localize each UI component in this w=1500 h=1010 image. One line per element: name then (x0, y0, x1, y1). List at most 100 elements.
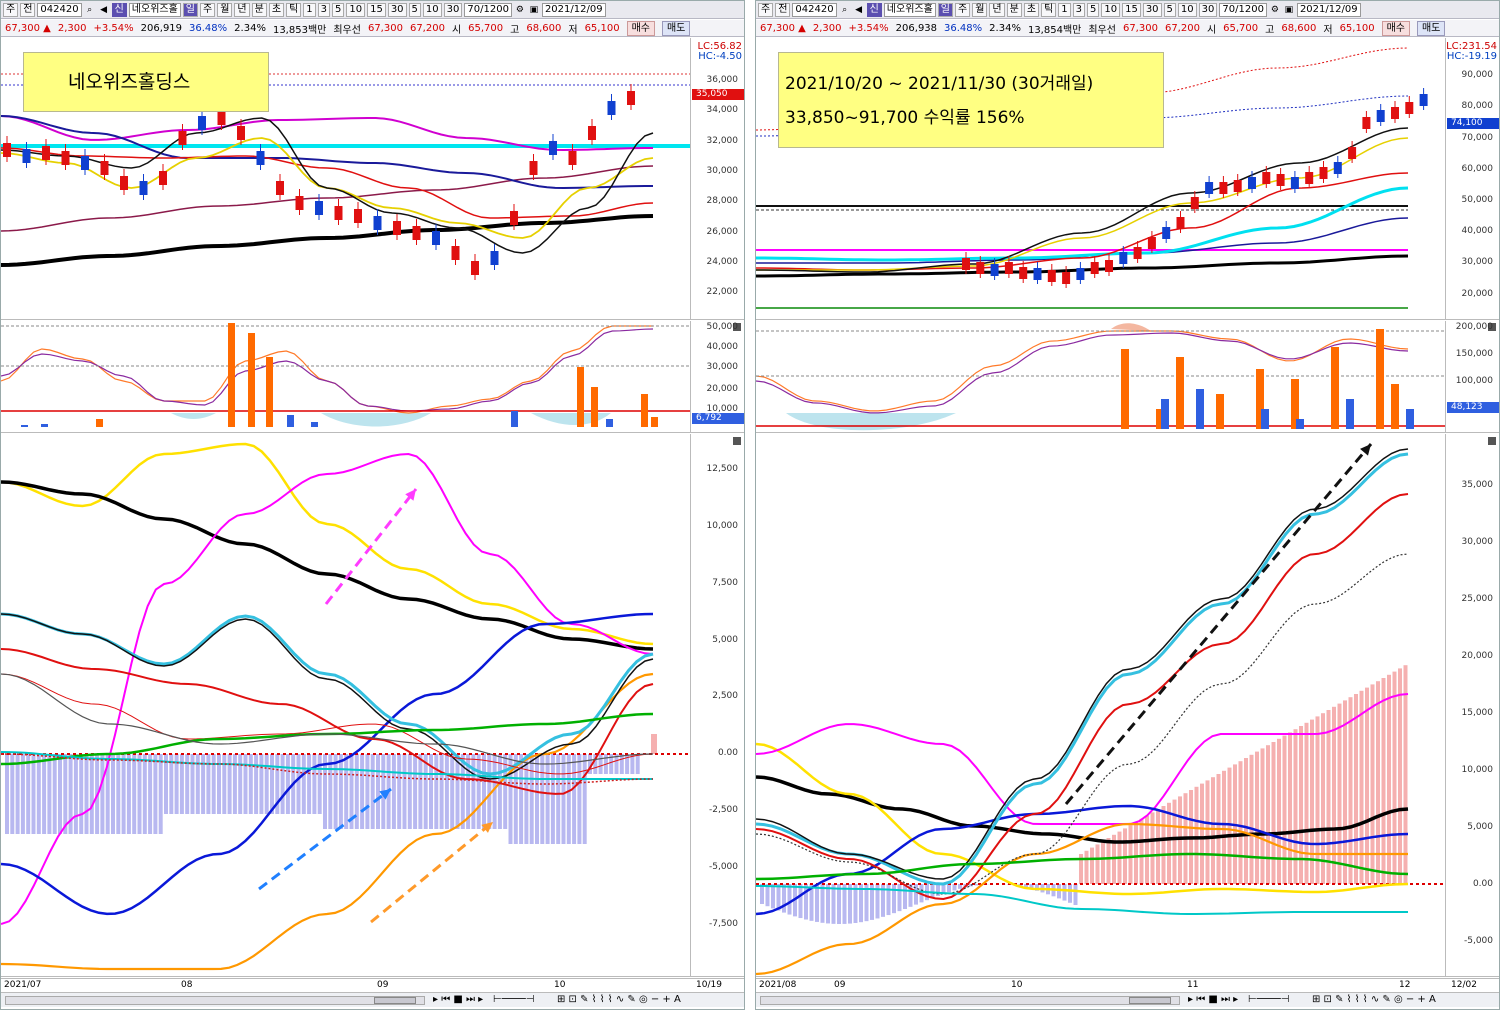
candle-body (1190, 197, 1199, 209)
candle-body (1147, 237, 1156, 249)
chart-type-select[interactable]: 주 (3, 2, 19, 17)
count-input[interactable]: 70/1200 (464, 2, 512, 17)
return-period-text: 2021/10/20 ~ 2021/11/30 (30거래일) (785, 74, 1094, 94)
period-week-button[interactable]: 주 (955, 2, 971, 17)
date-input[interactable]: 2021/12/09 (541, 2, 606, 17)
histogram-bar-positive (1145, 815, 1149, 884)
volume-bar (1261, 409, 1269, 429)
stock-name[interactable]: 네오위즈홀 (883, 2, 936, 17)
interval-button[interactable]: 5 (331, 2, 345, 17)
candle-body (1076, 268, 1085, 280)
save-icon[interactable]: ▣ (1284, 4, 1294, 15)
date-input[interactable]: 2021/12/09 (1296, 2, 1361, 17)
count-input[interactable]: 70/1200 (1219, 2, 1267, 17)
interval-button[interactable]: 1 (1058, 2, 1071, 17)
volume-bar (266, 357, 273, 427)
interval-button[interactable]: 5 (1163, 2, 1176, 17)
interval-button[interactable]: 30 (1198, 2, 1218, 17)
tools-icon[interactable]: ⊞ ⊡ ✎ ⌇ ⌇ ⌇ ∿ ✎ ◎ − + A (557, 994, 681, 1005)
histogram-bar-positive (1365, 687, 1369, 884)
interval-button[interactable]: 30 (1142, 2, 1162, 17)
candle-body (1019, 267, 1028, 279)
histogram-bar (312, 754, 317, 814)
sell-button[interactable]: 매도 (1416, 20, 1446, 36)
period-year-button[interactable]: 년 (989, 2, 1005, 17)
settings-icon[interactable]: ⚙ (515, 4, 524, 15)
volume-bar (1156, 409, 1164, 429)
chart-type-select[interactable]: 주 (758, 2, 774, 17)
pane-menu-icon[interactable] (733, 437, 741, 445)
prev-button[interactable]: 전 (775, 2, 791, 17)
histogram-bar (625, 754, 630, 774)
histogram-bar-positive (1095, 844, 1100, 884)
pane-menu-icon[interactable] (1488, 437, 1496, 445)
tools-icon[interactable]: ⊞ ⊡ ✎ ⌇ ⌇ ⌇ ∿ ✎ ◎ − + A (1312, 994, 1436, 1005)
period-day-button[interactable]: 일 (937, 2, 953, 17)
period-week-button[interactable]: 주 (200, 2, 216, 17)
period-tick-button[interactable]: 틱 (1041, 2, 1057, 17)
scrollbar-thumb[interactable] (374, 997, 416, 1004)
histogram-bar (630, 754, 635, 774)
code-input[interactable]: 042420 (792, 2, 837, 17)
period-second-button[interactable]: 초 (1023, 2, 1040, 17)
save-icon[interactable]: ▣ (529, 4, 539, 15)
search-icon[interactable]: ⌕ (842, 4, 848, 15)
price-tick: 60,000 (1461, 164, 1494, 174)
period-minute-button[interactable]: 분 (1006, 2, 1022, 17)
interval-button[interactable]: 15 (367, 2, 386, 17)
horizontal-scrollbar[interactable] (760, 996, 1180, 1005)
prev-button[interactable]: 전 (20, 2, 36, 17)
histogram-bar (238, 754, 243, 814)
histogram-bar-positive (1194, 786, 1199, 884)
prev-arrow-icon[interactable]: ◀ (855, 4, 863, 15)
interval-button[interactable]: 15 (1122, 2, 1141, 17)
search-icon[interactable]: ⌕ (87, 4, 93, 15)
histogram-bar (941, 884, 946, 894)
period-second-button[interactable]: 초 (268, 2, 285, 17)
open-value: 65,700 (1223, 22, 1259, 34)
interval-button[interactable]: 10 (1177, 2, 1197, 17)
period-minute-button[interactable]: 분 (251, 2, 267, 17)
buy-button[interactable]: 매수 (626, 20, 655, 36)
interval-button[interactable]: 5 (1086, 2, 1100, 17)
histogram-bar-positive (1156, 809, 1160, 884)
oscillator-chart (756, 443, 1446, 976)
period-day-button[interactable]: 일 (182, 2, 198, 17)
ma-5-line (756, 127, 1409, 273)
settings-icon[interactable]: ⚙ (1270, 4, 1279, 15)
hc-label: HC:-4.50 (698, 51, 742, 62)
interval-button[interactable]: 10 (1101, 2, 1121, 17)
scrollbar-thumb[interactable] (1129, 997, 1171, 1004)
period-month-button[interactable]: 월 (217, 2, 233, 17)
stock-name[interactable]: 네오위즈홀 (128, 2, 181, 17)
candle-body (42, 146, 50, 160)
pane-menu-icon[interactable] (733, 323, 741, 331)
interval-button[interactable]: 5 (408, 2, 421, 17)
histogram-bar (153, 754, 158, 834)
interval-button[interactable]: 30 (443, 2, 463, 17)
interval-button[interactable]: 10 (422, 2, 442, 17)
zoom-slider-icon[interactable]: ⊢────⊣ (1248, 994, 1290, 1005)
horizontal-scrollbar[interactable] (5, 996, 425, 1005)
interval-button[interactable]: 3 (317, 2, 330, 17)
interval-button[interactable]: 3 (1072, 2, 1085, 17)
period-year-button[interactable]: 년 (234, 2, 250, 17)
histogram-bar (10, 754, 15, 834)
playback-controls-icon[interactable]: ▸ ⏮ ■ ⏭ ▸ (433, 994, 484, 1005)
interval-button[interactable]: 30 (387, 2, 407, 17)
volume-tick: 100,000 (1455, 376, 1493, 386)
period-tick-button[interactable]: 틱 (286, 2, 302, 17)
histogram-bar (892, 884, 896, 914)
sell-button[interactable]: 매도 (661, 20, 691, 36)
zoom-slider-icon[interactable]: ⊢────⊣ (493, 994, 535, 1005)
prev-arrow-icon[interactable]: ◀ (100, 4, 108, 15)
interval-button[interactable]: 10 (346, 2, 366, 17)
interval-button[interactable]: 1 (303, 2, 316, 17)
code-input[interactable]: 042420 (37, 2, 82, 17)
osc-teal (756, 885, 1408, 915)
pane-menu-icon[interactable] (1488, 323, 1496, 331)
histogram-bar (550, 754, 555, 844)
buy-button[interactable]: 매수 (1381, 20, 1410, 36)
period-month-button[interactable]: 월 (972, 2, 988, 17)
playback-controls-icon[interactable]: ▸ ⏮ ■ ⏭ ▸ (1188, 994, 1239, 1005)
